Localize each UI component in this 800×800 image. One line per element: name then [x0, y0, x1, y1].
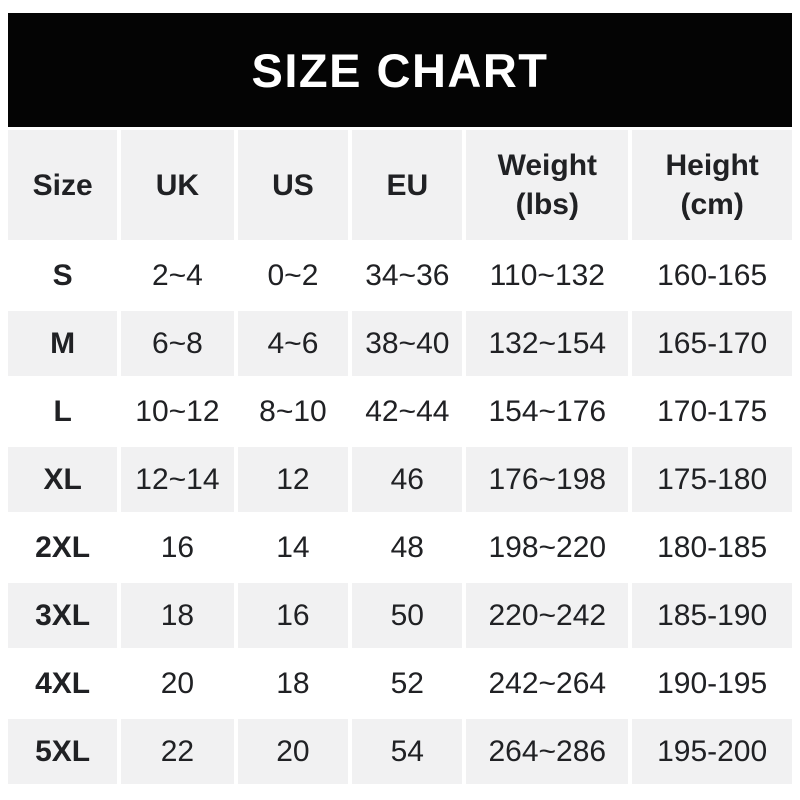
us-cell: 20: [237, 719, 349, 784]
weight-cell: 154~176: [466, 379, 629, 444]
eu-cell: 50: [352, 583, 463, 648]
height-cell: 170-175: [632, 379, 792, 444]
column-header-size: Size: [8, 130, 118, 240]
table-row-3xl: 3XL 18 16 50 220~242 185-190: [8, 583, 792, 648]
weight-cell: 198~220: [466, 515, 629, 580]
size-cell: 3XL: [8, 583, 118, 648]
height-cell: 195-200: [632, 719, 792, 784]
eu-cell: 54: [352, 719, 463, 784]
weight-cell: 264~286: [466, 719, 629, 784]
uk-cell: 22: [121, 719, 234, 784]
uk-cell: 2~4: [121, 243, 234, 308]
us-cell: 14: [237, 515, 349, 580]
table-row-2xl: 2XL 16 14 48 198~220 180-185: [8, 515, 792, 580]
size-cell: 5XL: [8, 719, 118, 784]
size-cell: M: [8, 311, 118, 376]
height-cell: 185-190: [632, 583, 792, 648]
us-cell: 0~2: [237, 243, 349, 308]
table-row-m: M 6~8 4~6 38~40 132~154 165-170: [8, 311, 792, 376]
eu-cell: 42~44: [352, 379, 463, 444]
column-header-weight: Weight (lbs): [466, 130, 629, 240]
eu-cell: 48: [352, 515, 463, 580]
height-cell: 160-165: [632, 243, 792, 308]
size-cell: 4XL: [8, 651, 118, 716]
table-row-4xl: 4XL 20 18 52 242~264 190-195: [8, 651, 792, 716]
us-cell: 4~6: [237, 311, 349, 376]
size-cell: S: [8, 243, 118, 308]
uk-cell: 6~8: [121, 311, 234, 376]
column-header-eu: EU: [352, 130, 463, 240]
weight-cell: 110~132: [466, 243, 629, 308]
eu-cell: 52: [352, 651, 463, 716]
us-cell: 16: [237, 583, 349, 648]
us-cell: 12: [237, 447, 349, 512]
title-banner: SIZE CHART: [8, 13, 792, 127]
size-cell: L: [8, 379, 118, 444]
uk-cell: 20: [121, 651, 234, 716]
height-cell: 165-170: [632, 311, 792, 376]
us-cell: 18: [237, 651, 349, 716]
uk-cell: 16: [121, 515, 234, 580]
column-header-height: Height (cm): [632, 130, 792, 240]
height-cell: 190-195: [632, 651, 792, 716]
weight-cell: 220~242: [466, 583, 629, 648]
weight-cell: 176~198: [466, 447, 629, 512]
column-header-us: US: [237, 130, 349, 240]
table-header-row: Size UK US EU Weight (lbs) Height (cm): [8, 130, 792, 240]
eu-cell: 38~40: [352, 311, 463, 376]
size-cell: 2XL: [8, 515, 118, 580]
us-cell: 8~10: [237, 379, 349, 444]
column-header-uk: UK: [121, 130, 234, 240]
table-row-5xl: 5XL 22 20 54 264~286 195-200: [8, 719, 792, 784]
table-row-l: L 10~12 8~10 42~44 154~176 170-175: [8, 379, 792, 444]
eu-cell: 34~36: [352, 243, 463, 308]
uk-cell: 10~12: [121, 379, 234, 444]
uk-cell: 12~14: [121, 447, 234, 512]
eu-cell: 46: [352, 447, 463, 512]
size-cell: XL: [8, 447, 118, 512]
table-row-xl: XL 12~14 12 46 176~198 175-180: [8, 447, 792, 512]
height-cell: 175-180: [632, 447, 792, 512]
size-chart-table: Size UK US EU Weight (lbs) Height (cm) S…: [4, 127, 796, 787]
uk-cell: 18: [121, 583, 234, 648]
weight-cell: 132~154: [466, 311, 629, 376]
table-row-s: S 2~4 0~2 34~36 110~132 160-165: [8, 243, 792, 308]
page-title: SIZE CHART: [251, 43, 549, 97]
height-cell: 180-185: [632, 515, 792, 580]
weight-cell: 242~264: [466, 651, 629, 716]
